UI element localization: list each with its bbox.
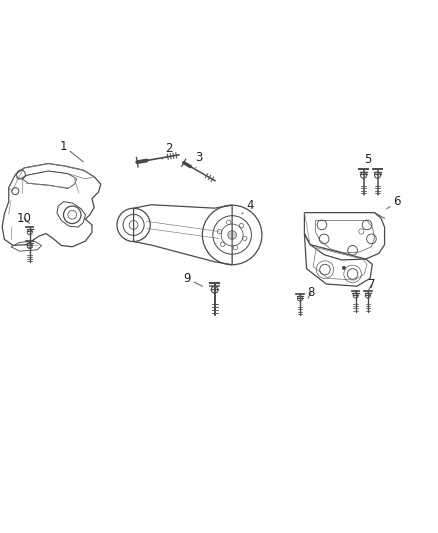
Text: 2: 2 (162, 142, 173, 159)
Text: 4: 4 (242, 199, 254, 214)
Text: 3: 3 (196, 151, 203, 167)
Circle shape (342, 266, 346, 270)
Text: 6: 6 (387, 195, 400, 209)
Text: 8: 8 (307, 286, 314, 300)
Text: 7: 7 (367, 278, 375, 292)
Circle shape (228, 231, 237, 239)
Text: 1: 1 (60, 140, 83, 162)
Text: 5: 5 (364, 152, 371, 170)
Text: 10: 10 (17, 212, 32, 225)
Text: 9: 9 (184, 272, 202, 286)
